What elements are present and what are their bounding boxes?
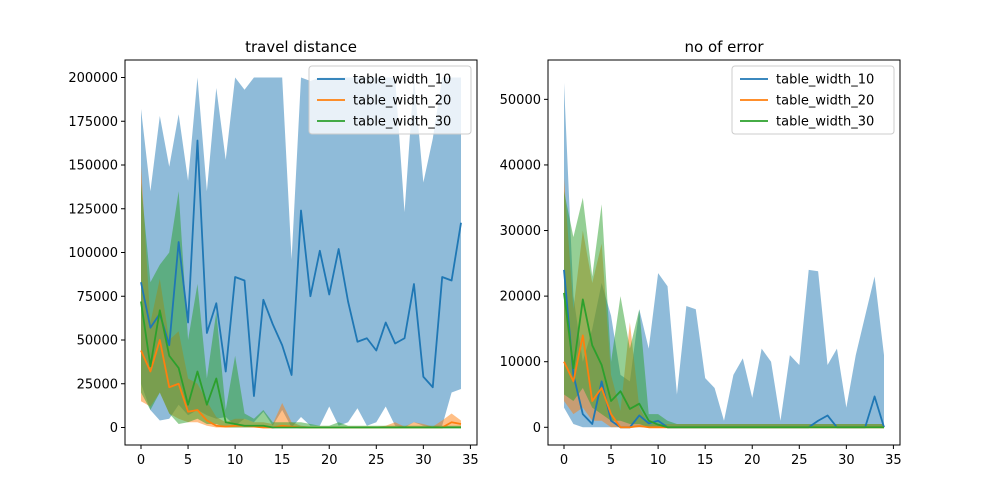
x-tick-label: 25 xyxy=(368,453,385,468)
x-tick-label: 15 xyxy=(274,453,291,468)
line-table-width-30 xyxy=(140,301,461,429)
no-of-error-panel: 0 5 10 15 20 25 30 35 0 10000 20000 30000 40000 50000… xyxy=(500,38,902,468)
travel-distance-plot-area xyxy=(140,77,462,429)
x-tick-label: 15 xyxy=(697,453,714,468)
band-table-width-10 xyxy=(564,82,884,428)
x-tick-label: 20 xyxy=(321,453,338,468)
legend-label-table-width-30: table_width_30 xyxy=(776,115,874,130)
x-tick-label: 35 xyxy=(462,453,479,468)
no-of-error-title: no of error xyxy=(685,38,765,56)
legend-label-table-width-10: table_width_10 xyxy=(353,73,451,88)
travel-distance-legend: table_width_10 table_width_20 table_width_… xyxy=(308,65,472,135)
y-tick-label: 75000 xyxy=(77,290,118,305)
band-table-width-30 xyxy=(141,182,461,428)
no-of-error-axes-frame xyxy=(547,59,901,446)
y-tick-label: 175000 xyxy=(68,115,118,130)
x-tick-label: 0 xyxy=(560,453,568,468)
band-table-width-30 xyxy=(564,191,884,428)
x-tick-label: 20 xyxy=(744,453,761,468)
x-tick-label: 0 xyxy=(137,453,145,468)
x-tick-label: 25 xyxy=(791,453,808,468)
y-tick-label: 0 xyxy=(533,421,541,436)
y-tick-label: 150000 xyxy=(68,159,118,174)
y-tick-label: 200000 xyxy=(68,71,118,86)
x-tick-label: 10 xyxy=(650,453,667,468)
y-tick-label: 100000 xyxy=(68,246,118,261)
y-tick-label: 30000 xyxy=(500,224,541,239)
no-of-error-legend: table_width_10 table_width_20 table_width_… xyxy=(731,65,895,135)
x-tick-label: 35 xyxy=(885,453,902,468)
line-table-width-30 xyxy=(563,292,884,429)
y-tick-label: 20000 xyxy=(500,290,541,305)
y-tick-label: 50000 xyxy=(500,93,541,108)
x-tick-label: 5 xyxy=(607,453,615,468)
line-table-width-10 xyxy=(140,139,462,397)
y-tick-label: 50000 xyxy=(77,334,118,349)
y-tick-label: 125000 xyxy=(68,202,118,217)
legend-label-table-width-20: table_width_20 xyxy=(776,94,874,109)
x-tick-label: 30 xyxy=(415,453,432,468)
travel-distance-title: travel distance xyxy=(245,38,357,56)
x-tick-label: 10 xyxy=(227,453,244,468)
legend-label-table-width-20: table_width_20 xyxy=(353,94,451,109)
travel-distance-panel: 0 5 10 15 20 25 30 35 0 25000 50000 75000 100000 1250… xyxy=(68,38,478,468)
y-tick-label: 0 xyxy=(110,421,118,436)
legend-box xyxy=(731,65,895,135)
legend-label-table-width-30: table_width_30 xyxy=(353,115,451,130)
x-tick-label: 5 xyxy=(184,453,192,468)
y-tick-label: 10000 xyxy=(500,355,541,370)
legend-label-table-width-10: table_width_10 xyxy=(776,73,874,88)
no-of-error-plot-area xyxy=(563,82,885,429)
x-tick-label: 30 xyxy=(838,453,855,468)
y-tick-label: 25000 xyxy=(77,377,118,392)
legend-box xyxy=(308,65,472,135)
y-tick-label: 40000 xyxy=(500,158,541,173)
